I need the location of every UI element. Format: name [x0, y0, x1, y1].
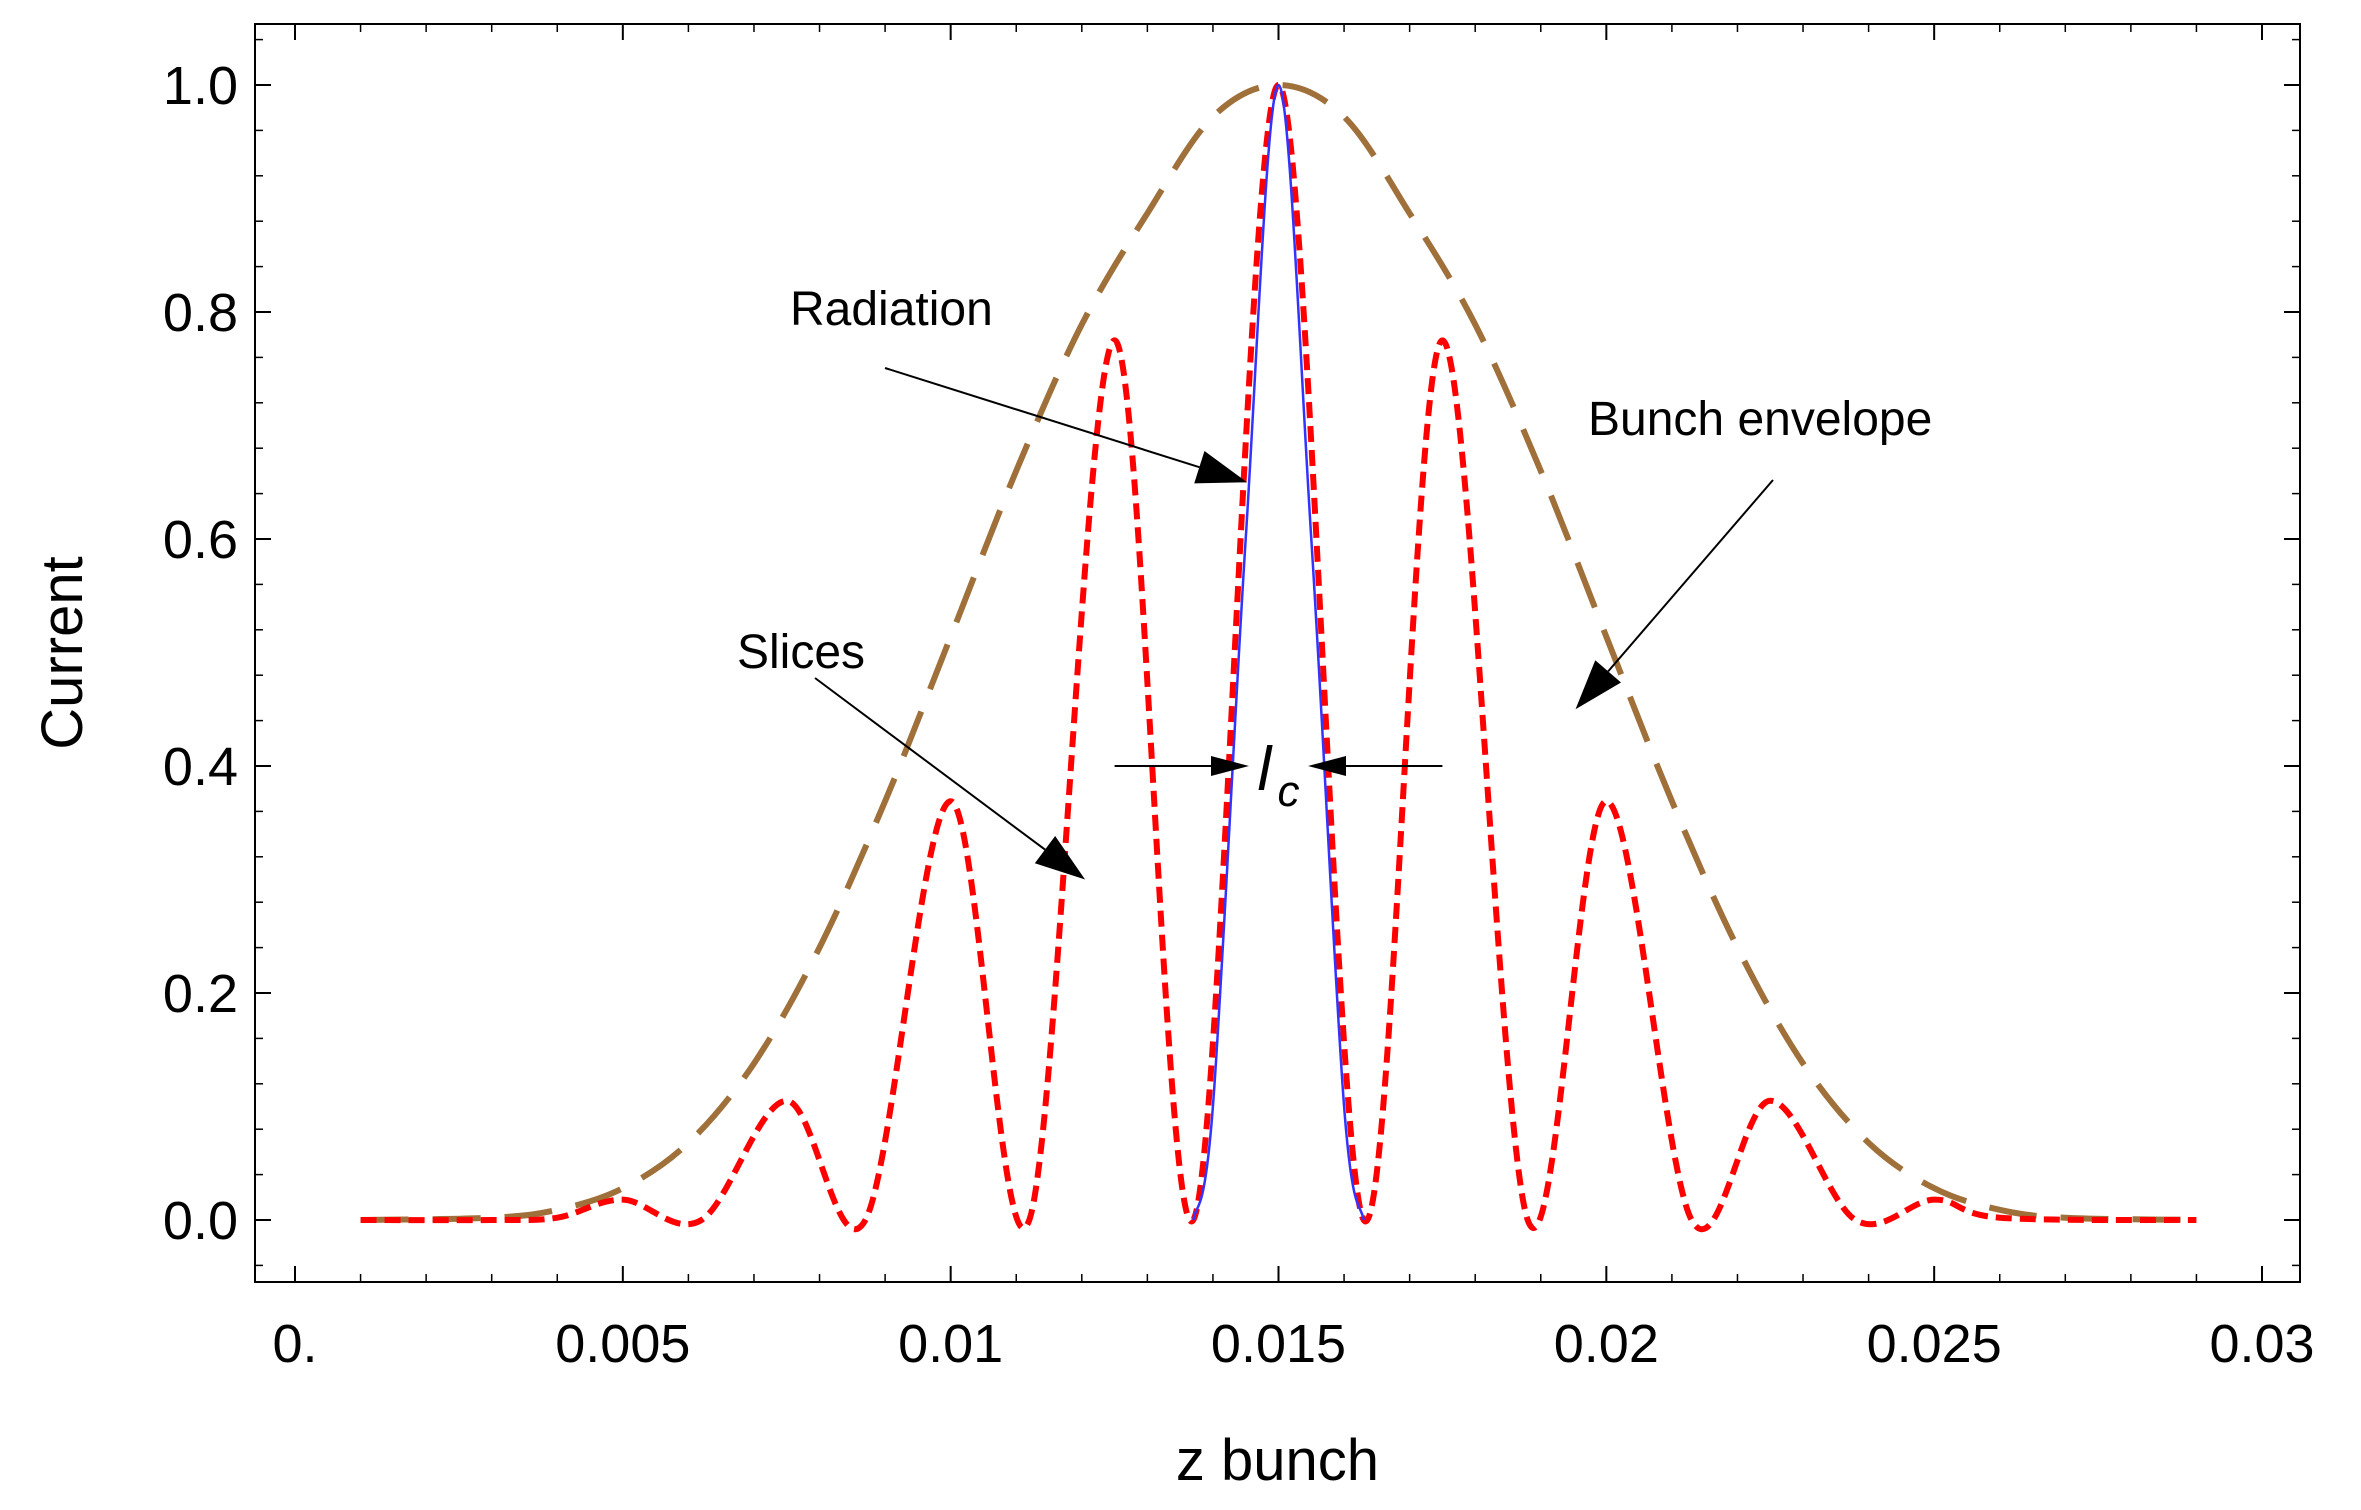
x-tick-label: 0.02 [1554, 1314, 1659, 1374]
annotations-layer: Radiation Bunch envelope Slices l c [737, 283, 1932, 880]
series-bunch-envelope-line [360, 82, 2197, 1223]
radiation-arrow-shaft [884, 367, 1200, 469]
y-tick-label: 0.4 [163, 737, 238, 797]
slices-arrow-head [1034, 835, 1086, 880]
series-radiation-line [1192, 83, 1365, 1221]
slices-arrow-shaft [814, 677, 1046, 851]
x-tick-label: 0. [272, 1314, 317, 1374]
axes-layer: 0. 0.005 0.01 0.015 0.02 0.025 0.03 0.0 0.2 0.4 0.… [163, 23, 2315, 1374]
annotation-lc: l [1258, 735, 1274, 804]
x-tick-label: 0.005 [555, 1314, 690, 1374]
annotation-bunch-envelope: Bunch envelope [1588, 393, 1932, 446]
y-tick-label: 0.8 [163, 283, 238, 343]
annotation-slices: Slices [737, 626, 865, 679]
bunch-envelope-arrow-shaft [1607, 479, 1774, 673]
lc-left-head [1210, 756, 1249, 776]
y-tick-label: 0.6 [163, 510, 238, 570]
y-tick-label: 0.2 [163, 964, 238, 1024]
x-axis-label: z bunch [1176, 1428, 1379, 1493]
lc-right-head [1308, 756, 1347, 776]
y-axis-label: Current [30, 556, 95, 749]
x-tick-label: 0.03 [2209, 1314, 2314, 1374]
bunch-envelope-arrow-head [1575, 660, 1622, 710]
x-tick-label: 0.015 [1211, 1314, 1346, 1374]
radiation-arrow-head [1194, 450, 1248, 484]
series-layer [360, 82, 2197, 1233]
x-tick-label: 0.01 [898, 1314, 1003, 1374]
x-tick-label: 0.025 [1867, 1314, 2002, 1374]
series-slices-line [360, 82, 2197, 1233]
annotation-lc-subscript: c [1278, 767, 1300, 816]
y-tick-label: 1.0 [163, 56, 238, 116]
plot-frame [254, 23, 2301, 1283]
annotation-radiation: Radiation [790, 283, 993, 336]
y-tick-label: 0.0 [163, 1191, 238, 1251]
